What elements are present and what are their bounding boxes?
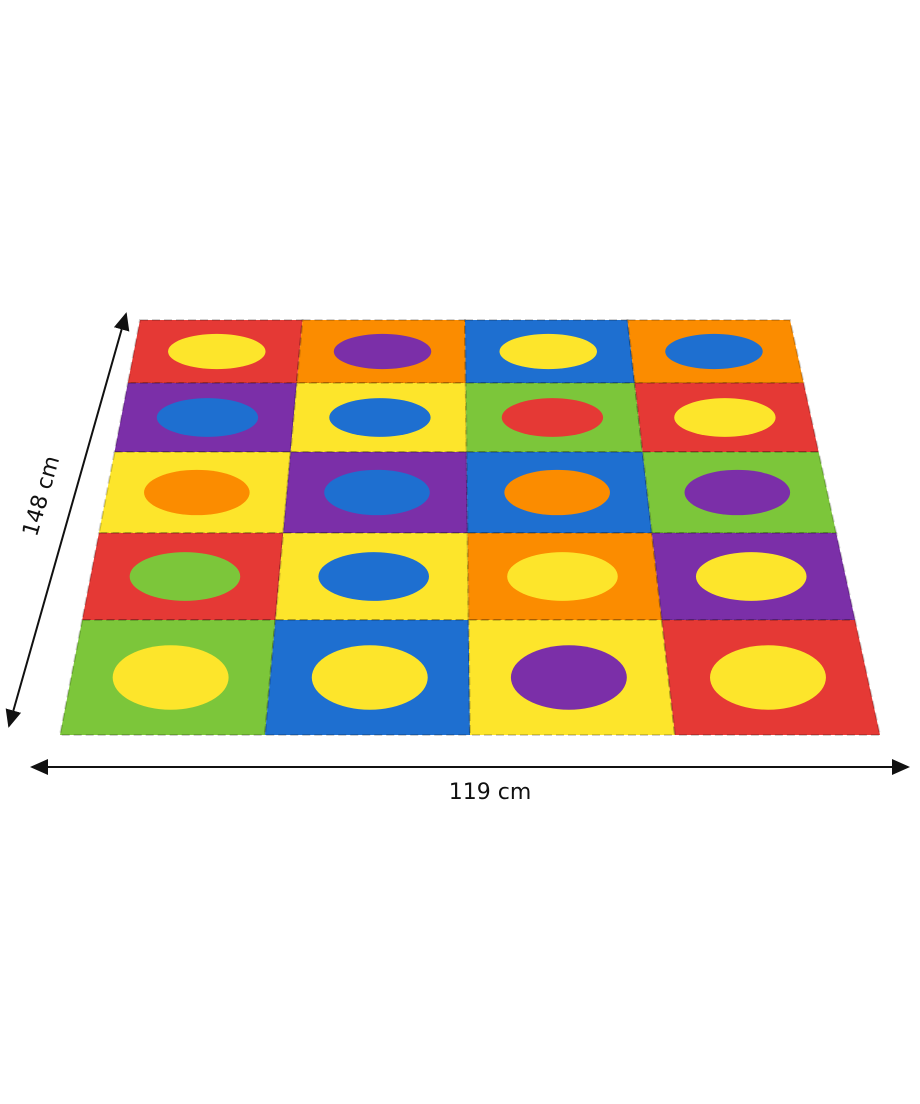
tile-picture — [695, 552, 807, 601]
tile-picture — [674, 398, 776, 437]
tile-picture — [684, 469, 791, 516]
depth-label: 148 cm — [18, 453, 65, 539]
puzzle-mat — [58, 319, 882, 736]
tile-picture — [329, 398, 431, 437]
depth-arrow — [5, 312, 130, 728]
tile-picture — [324, 469, 430, 516]
width-label: 119 cm — [449, 780, 532, 805]
tile-picture — [318, 552, 430, 601]
tile-picture — [499, 333, 597, 370]
tile-picture — [710, 645, 826, 710]
tile-picture — [333, 333, 432, 370]
tile-picture — [112, 645, 229, 710]
tile-picture — [510, 645, 627, 710]
tile-picture — [311, 645, 428, 710]
tile-picture — [504, 469, 610, 516]
tile-picture — [665, 333, 763, 370]
tile-picture — [168, 333, 266, 370]
tile-picture — [129, 552, 241, 601]
tile-picture — [144, 469, 250, 516]
tile-picture — [501, 398, 604, 437]
tile-picture — [507, 552, 618, 601]
tile-picture — [156, 398, 259, 437]
